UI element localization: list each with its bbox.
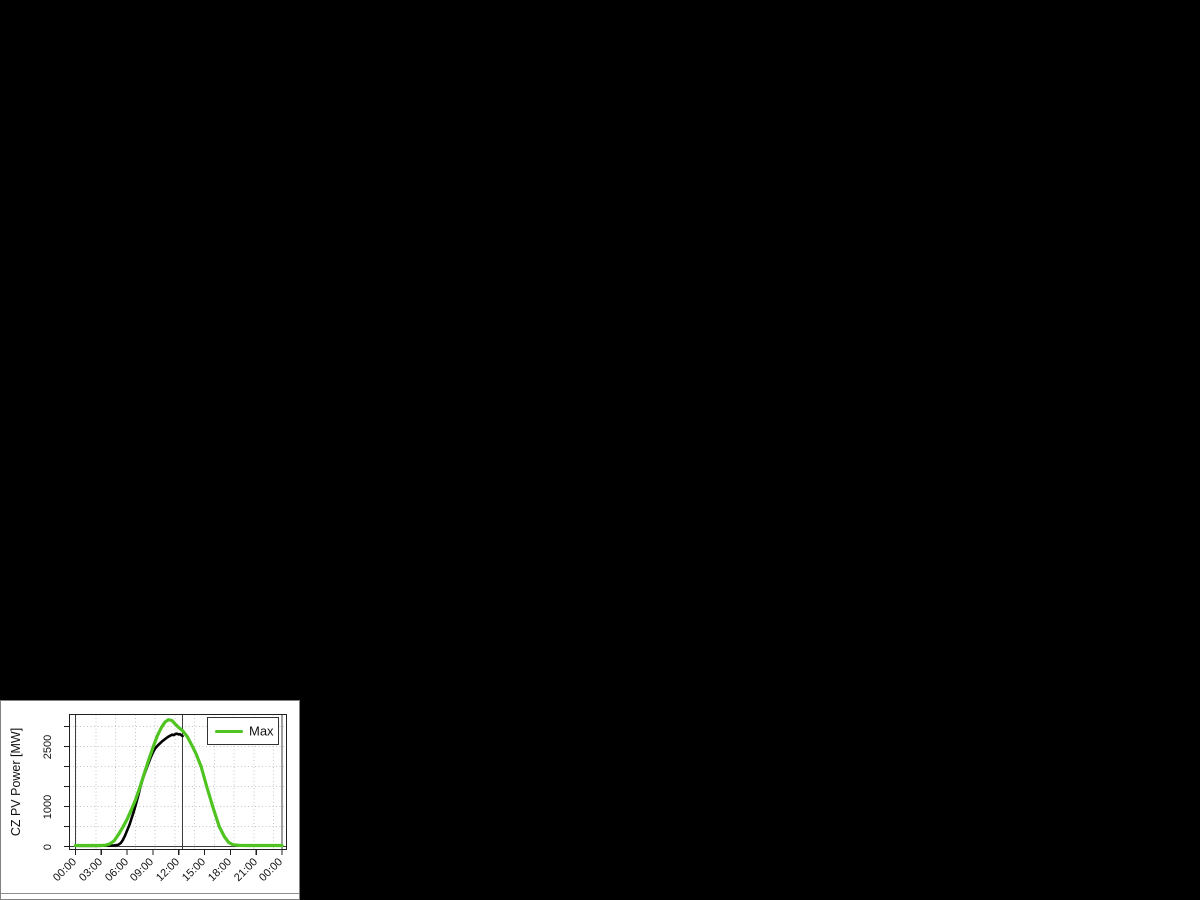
pv-power-chart-panel: CZ PV Power [MW] 0 1000 2500 00:00 03:00… [0,700,300,900]
pv-power-plot [64,713,288,855]
y-tick-label-0: 0 [42,843,54,850]
y-tick-label-2500: 2500 [42,734,54,759]
y-axis-title: CZ PV Power [MW] [9,727,23,837]
legend-max-label: Max [249,723,274,738]
legend-max-line-swatch [215,729,243,733]
legend: Max [207,716,279,745]
y-tick-label-1000: 1000 [42,794,54,819]
panel-bottom-separator [1,893,299,894]
